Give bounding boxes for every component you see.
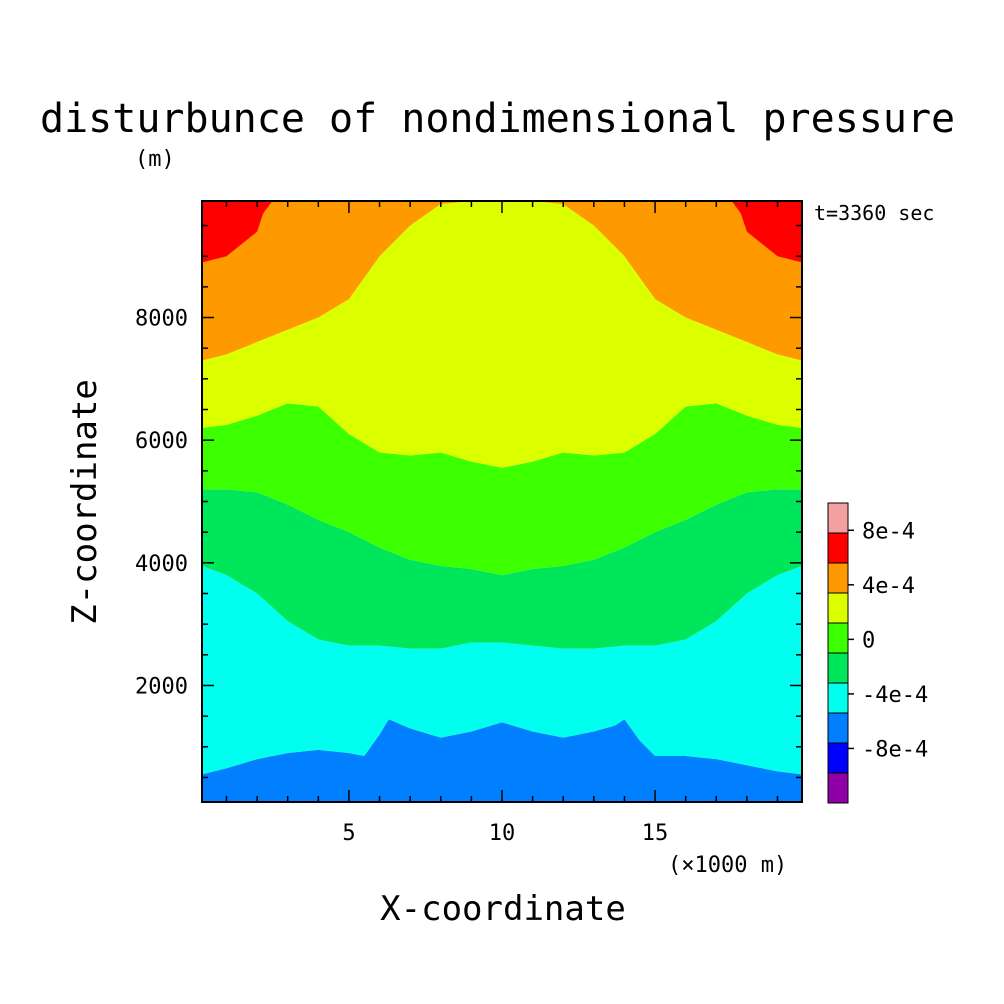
colorbar-tick-label: 4e-4: [862, 574, 915, 599]
contour-band: [202, 201, 802, 468]
colorbar-swatch: [827, 652, 849, 684]
contour-band: [202, 201, 802, 361]
contour-band: [202, 719, 802, 802]
time-label: t=3360 sec: [814, 201, 934, 225]
colorbar-tick-label: 0: [862, 628, 875, 653]
colorbar-swatch: [827, 502, 849, 534]
colorbar-swatch: [827, 562, 849, 594]
y-tick-label: 6000: [135, 429, 188, 454]
contour-band: [202, 489, 802, 649]
colorbar-swatch: [827, 742, 849, 774]
x-tick-label: 5: [342, 821, 355, 846]
colorbar-tick-label: 8e-4: [862, 519, 915, 544]
x-axis-unit: (×1000 m): [668, 853, 787, 878]
y-axis-label: Z-coordinate: [65, 379, 105, 625]
contour-band: [202, 565, 802, 775]
x-axis-label: X-coordinate: [380, 889, 626, 929]
x-tick-label: 15: [642, 821, 669, 846]
contour-bands: [202, 201, 802, 802]
y-tick-label: 2000: [135, 674, 188, 699]
colorbar: 8e-4 4e-4 0 -4e-4 -8e-4: [827, 502, 928, 804]
y-tick-label: 4000: [135, 552, 188, 577]
colorbar-swatch: [827, 592, 849, 624]
colorbar-tick-label: -4e-4: [862, 683, 928, 708]
colorbar-swatch: [827, 712, 849, 744]
colorbar-swatch: [827, 532, 849, 564]
axis-ticks: [202, 201, 802, 802]
y-tick-label: 8000: [135, 307, 188, 332]
contour-band-corner: [731, 201, 802, 263]
plot-area: [201, 200, 803, 803]
colorbar-swatch: [827, 682, 849, 714]
title-unit: (m): [135, 147, 175, 172]
x-tick-label: 10: [489, 821, 516, 846]
contour-band: [202, 403, 802, 576]
colorbar-swatch: [827, 772, 849, 804]
colorbar-tick-label: -8e-4: [862, 737, 928, 762]
chart-title: disturbunce of nondimensional pressure: [40, 96, 955, 142]
colorbar-swatch: [827, 622, 849, 654]
contour-band-corner: [202, 201, 273, 263]
